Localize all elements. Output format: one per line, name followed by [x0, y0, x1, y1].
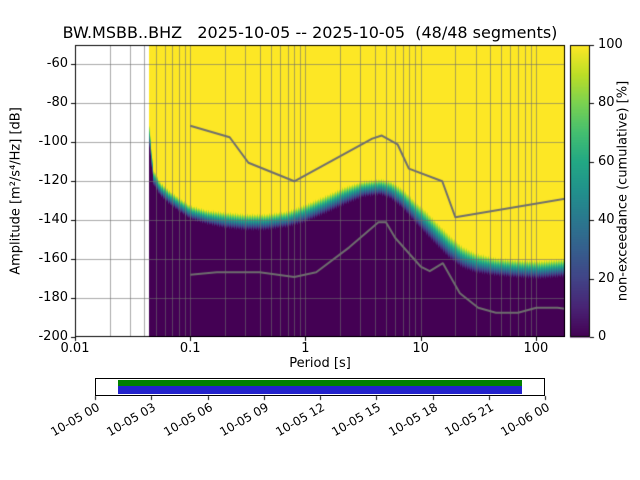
x-tick-label: 0.01	[60, 341, 90, 356]
x-tick-label: 10	[412, 341, 429, 356]
colorbar-tick-label: 80	[598, 95, 615, 111]
colorbar-tick-label: 0	[598, 329, 607, 344]
colorbar-label: non-exceedance (cumulative) [%]	[615, 80, 631, 302]
y-tick-label: -100	[38, 134, 68, 150]
colorbar-tick-label: 20	[598, 270, 615, 286]
y-tick-label: -160	[38, 251, 68, 267]
colorbar-tick-label: 60	[598, 153, 615, 169]
x-tick-label: 0.1	[179, 341, 201, 356]
y-tick-label: -140	[38, 212, 68, 228]
timeline-coverage-data-bar	[118, 386, 522, 394]
y-axis-label: Amplitude [m²/s⁴/Hz] [dB]	[8, 107, 24, 275]
x-axis-label: Period [s]	[289, 356, 351, 371]
timeline-box	[95, 378, 545, 396]
y-tick-label: -60	[46, 56, 68, 72]
timeline-coverage-used-bar	[118, 380, 522, 386]
y-tick-label: -180	[38, 290, 68, 306]
y-tick-label: -200	[38, 329, 68, 344]
x-tick-label: 100	[523, 341, 549, 356]
y-tick-label: -80	[46, 95, 68, 111]
figure-title: BW.MSBB..BHZ 2025-10-05 -- 2025-10-05 (4…	[62, 23, 558, 42]
colorbar-tick-label: 100	[598, 37, 623, 52]
x-tick-label: 1	[301, 341, 310, 356]
colorbar-tick-label: 40	[598, 212, 615, 228]
y-tick-label: -120	[38, 173, 68, 189]
